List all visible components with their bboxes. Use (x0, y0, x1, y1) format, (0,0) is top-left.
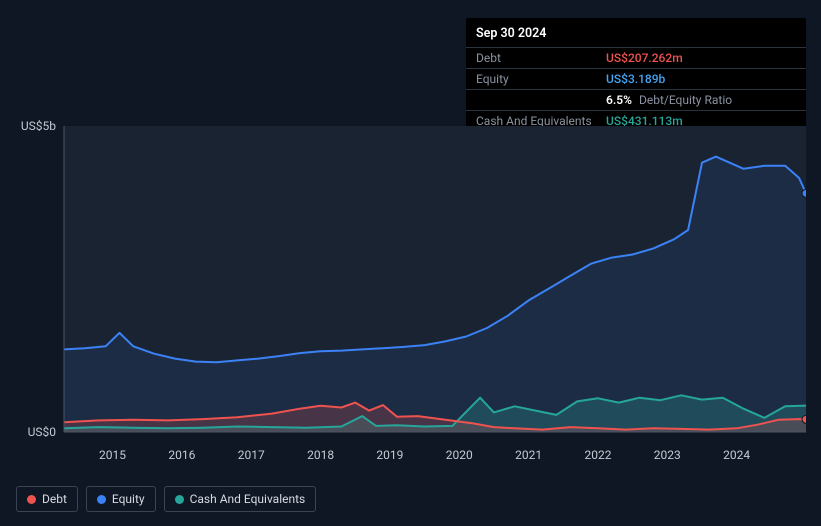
tooltip-row-debt: Debt US$207.262m (466, 47, 806, 68)
legend-label: Cash And Equivalents (190, 492, 306, 506)
x-axis-label: 2016 (168, 448, 195, 462)
x-axis-label: 2015 (99, 448, 126, 462)
x-axis-label: 2019 (376, 448, 403, 462)
tooltip-value: US$207.262m (606, 51, 683, 65)
tooltip-date: Sep 30 2024 (466, 24, 806, 47)
legend-item-cash[interactable]: Cash And Equivalents (164, 486, 317, 512)
legend-item-equity[interactable]: Equity (86, 486, 156, 512)
legend-label: Equity (112, 492, 145, 506)
x-axis-labels: 2015 2016 2017 2018 2019 2020 2021 2022 2023 2024 (64, 448, 806, 468)
ratio-pct: 6.5% (606, 93, 632, 107)
tooltip-row-ratio: 6.5% Debt/Equity Ratio (466, 89, 806, 110)
chart-svg (16, 120, 806, 440)
x-axis-label: 2018 (307, 448, 334, 462)
tooltip-value: US$3.189b (606, 72, 665, 86)
ratio-text: Debt/Equity Ratio (639, 93, 732, 107)
tooltip-ratio: 6.5% Debt/Equity Ratio (606, 93, 732, 107)
tooltip-label: Debt (476, 51, 606, 65)
legend-item-debt[interactable]: Debt (16, 486, 78, 512)
legend: Debt Equity Cash And Equivalents (16, 486, 316, 512)
x-axis-label: 2020 (446, 448, 473, 462)
legend-dot (97, 495, 106, 504)
x-axis-label: 2021 (515, 448, 542, 462)
chart-area[interactable]: 2015 2016 2017 2018 2019 2020 2021 2022 2023 2024… (16, 120, 806, 460)
legend-dot (175, 495, 184, 504)
tooltip-row-equity: Equity US$3.189b (466, 68, 806, 89)
legend-label: Debt (42, 492, 67, 506)
legend-dot (27, 495, 36, 504)
x-axis-label: 2024 (723, 448, 750, 462)
y-axis-label: US$5b (16, 119, 56, 133)
x-axis-label: 2022 (584, 448, 611, 462)
x-axis-label: 2017 (238, 448, 265, 462)
data-tooltip: Sep 30 2024 Debt US$207.262m Equity US$3… (466, 18, 806, 131)
x-axis-label: 2023 (654, 448, 681, 462)
tooltip-label: Equity (476, 72, 606, 86)
y-axis-label: US$0 (16, 425, 56, 439)
